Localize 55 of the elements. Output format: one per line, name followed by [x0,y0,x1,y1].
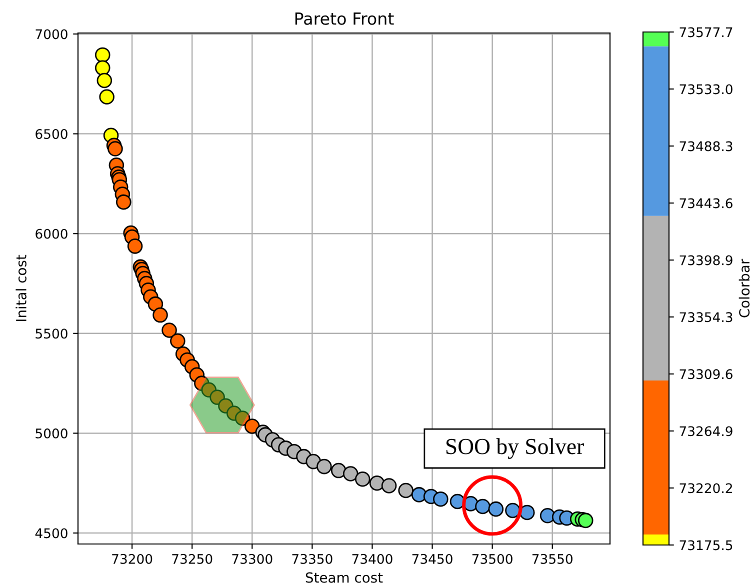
x-tick-label: 73450 [412,554,452,564]
point [234,410,250,426]
point [99,89,114,105]
x-tick-label: 73300 [232,554,272,564]
x-tick-label: 73500 [472,554,512,564]
y-tick-label: 4500 [35,528,68,538]
color-bar-label: 73354.3 [680,312,732,322]
point [578,512,594,528]
color-bar-label: 73577.7 [680,27,732,38]
y-tick-label: 7000 [36,29,68,40]
point [475,498,490,514]
point [170,333,186,349]
color-bar-label: 73175.5 [680,540,732,550]
point [94,47,110,63]
point [411,487,427,502]
annotation: SOO by Solver [446,438,584,459]
y-tick-label: 6000 [36,228,68,239]
x-tick-label: 73550 [532,554,572,564]
y-tick-label: 5500 [36,328,68,339]
point [520,504,535,520]
x-tick-label: 73400 [352,554,392,564]
point [369,475,385,491]
x-axis-title: Steam cost [306,572,383,583]
y-tick-label: 6500 [36,129,68,140]
x-tick-label: 73200 [112,554,152,564]
color-bar-title: Colorbar [738,258,750,318]
point [354,471,370,487]
y-axis-title: Inital cost [16,254,26,322]
point [342,466,358,482]
y-tick-label: 5000 [36,428,68,438]
color-bar-label: 73488.3 [680,141,732,152]
point [152,307,168,323]
point [398,482,414,498]
color-bar-label: 73309.6 [680,369,732,380]
point [94,60,110,76]
point [116,194,132,210]
color-bar-label: 73398.9 [680,255,732,266]
color-bar-label: 73220.2 [680,483,732,494]
point [433,491,448,507]
x-tick-label: 73250 [172,554,212,564]
point [162,322,177,338]
point [505,502,520,518]
point [330,462,346,478]
x-tick-label: 73350 [292,554,332,564]
point [108,141,123,156]
color-bar-label: 73533.0 [680,84,732,94]
point [316,458,332,474]
chart-title: Pareto Front [295,12,394,25]
point [244,418,260,434]
point [381,478,397,494]
point [540,508,556,524]
point [127,238,143,254]
point [96,72,112,88]
color-bar-label: 73264.9 [680,426,732,436]
color-bar-label: 73443.6 [680,198,732,208]
